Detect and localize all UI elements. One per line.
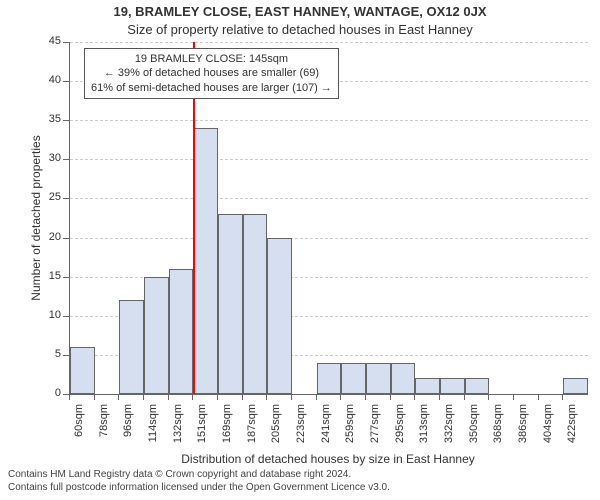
bar: [144, 277, 169, 394]
x-tick: [340, 394, 341, 400]
bar: [563, 378, 588, 394]
x-tick: [316, 394, 317, 400]
bar: [366, 363, 391, 394]
chart-wrap: 19, BRAMLEY CLOSE, EAST HANNEY, WANTAGE,…: [0, 0, 600, 500]
y-tick: [63, 120, 69, 121]
bar: [169, 269, 194, 394]
y-tick-label: 40: [35, 74, 61, 86]
gridline: [70, 42, 588, 43]
x-tick-label: 422sqm: [566, 404, 578, 454]
x-tick: [291, 394, 292, 400]
gridline: [70, 198, 588, 199]
y-tick: [63, 198, 69, 199]
x-tick: [69, 394, 70, 400]
y-tick: [63, 316, 69, 317]
x-tick: [365, 394, 366, 400]
y-tick: [63, 42, 69, 43]
annotation-box: 19 BRAMLEY CLOSE: 145sqm← 39% of detache…: [84, 48, 339, 99]
x-tick-label: 187sqm: [246, 404, 258, 454]
x-tick: [266, 394, 267, 400]
x-tick: [513, 394, 514, 400]
bar: [70, 347, 95, 394]
bar: [119, 300, 144, 394]
annotation-line-2: ← 39% of detached houses are smaller (69…: [91, 66, 332, 80]
y-tick-label: 15: [35, 270, 61, 282]
y-tick-label: 25: [35, 191, 61, 203]
y-tick: [63, 81, 69, 82]
chart-area: 19 BRAMLEY CLOSE: 145sqm← 39% of detache…: [55, 42, 590, 402]
footer-line-2: Contains full postcode information licen…: [8, 481, 390, 494]
x-tick-label: 241sqm: [320, 404, 332, 454]
x-tick-label: 96sqm: [122, 404, 134, 454]
bar: [218, 214, 243, 394]
bar: [440, 378, 465, 394]
x-tick-label: 368sqm: [492, 404, 504, 454]
y-tick-label: 45: [35, 35, 61, 47]
x-tick: [464, 394, 465, 400]
bar: [415, 378, 440, 394]
y-tick: [63, 159, 69, 160]
bar: [391, 363, 416, 394]
y-tick: [63, 355, 69, 356]
bar: [465, 378, 490, 394]
x-tick-label: 132sqm: [172, 404, 184, 454]
gridline: [70, 238, 588, 239]
x-tick-label: 386sqm: [517, 404, 529, 454]
x-tick: [118, 394, 119, 400]
x-tick: [439, 394, 440, 400]
x-tick: [562, 394, 563, 400]
gridline: [70, 120, 588, 121]
x-tick: [488, 394, 489, 400]
x-tick: [242, 394, 243, 400]
x-tick: [168, 394, 169, 400]
y-tick-label: 20: [35, 231, 61, 243]
x-tick-label: 151sqm: [196, 404, 208, 454]
sub-title: Size of property relative to detached ho…: [0, 22, 600, 37]
x-tick-label: 404sqm: [542, 404, 554, 454]
x-tick-label: 114sqm: [147, 404, 159, 454]
y-axis-label: Number of detached properties: [29, 42, 43, 394]
x-tick-label: 350sqm: [468, 404, 480, 454]
x-tick-label: 78sqm: [98, 404, 110, 454]
bar: [267, 238, 292, 394]
x-tick: [94, 394, 95, 400]
y-tick-label: 10: [35, 309, 61, 321]
x-tick: [143, 394, 144, 400]
y-tick-label: 30: [35, 152, 61, 164]
annotation-line-1: 19 BRAMLEY CLOSE: 145sqm: [91, 52, 332, 66]
x-tick-label: 259sqm: [344, 404, 356, 454]
y-tick-label: 5: [35, 348, 61, 360]
bar: [341, 363, 366, 394]
x-tick-label: 277sqm: [369, 404, 381, 454]
bar: [193, 128, 218, 394]
footer: Contains HM Land Registry data © Crown c…: [8, 468, 390, 494]
y-tick: [63, 277, 69, 278]
x-tick-label: 332sqm: [443, 404, 455, 454]
plot-area: 19 BRAMLEY CLOSE: 145sqm← 39% of detache…: [69, 42, 588, 395]
bar: [243, 214, 268, 394]
x-tick: [217, 394, 218, 400]
y-tick-label: 35: [35, 113, 61, 125]
x-tick-label: 60sqm: [73, 404, 85, 454]
y-tick: [63, 238, 69, 239]
main-title: 19, BRAMLEY CLOSE, EAST HANNEY, WANTAGE,…: [0, 4, 600, 19]
x-axis-label: Distribution of detached houses by size …: [69, 452, 587, 466]
x-tick-label: 313sqm: [418, 404, 430, 454]
x-tick: [192, 394, 193, 400]
y-tick-label: 0: [35, 387, 61, 399]
x-tick-label: 169sqm: [221, 404, 233, 454]
x-tick: [390, 394, 391, 400]
footer-line-1: Contains HM Land Registry data © Crown c…: [8, 468, 390, 481]
x-tick-label: 295sqm: [394, 404, 406, 454]
x-tick: [538, 394, 539, 400]
x-tick-label: 223sqm: [295, 404, 307, 454]
x-tick: [414, 394, 415, 400]
bar: [317, 363, 342, 394]
gridline: [70, 159, 588, 160]
annotation-line-3: 61% of semi-detached houses are larger (…: [91, 81, 332, 95]
x-tick-label: 205sqm: [270, 404, 282, 454]
